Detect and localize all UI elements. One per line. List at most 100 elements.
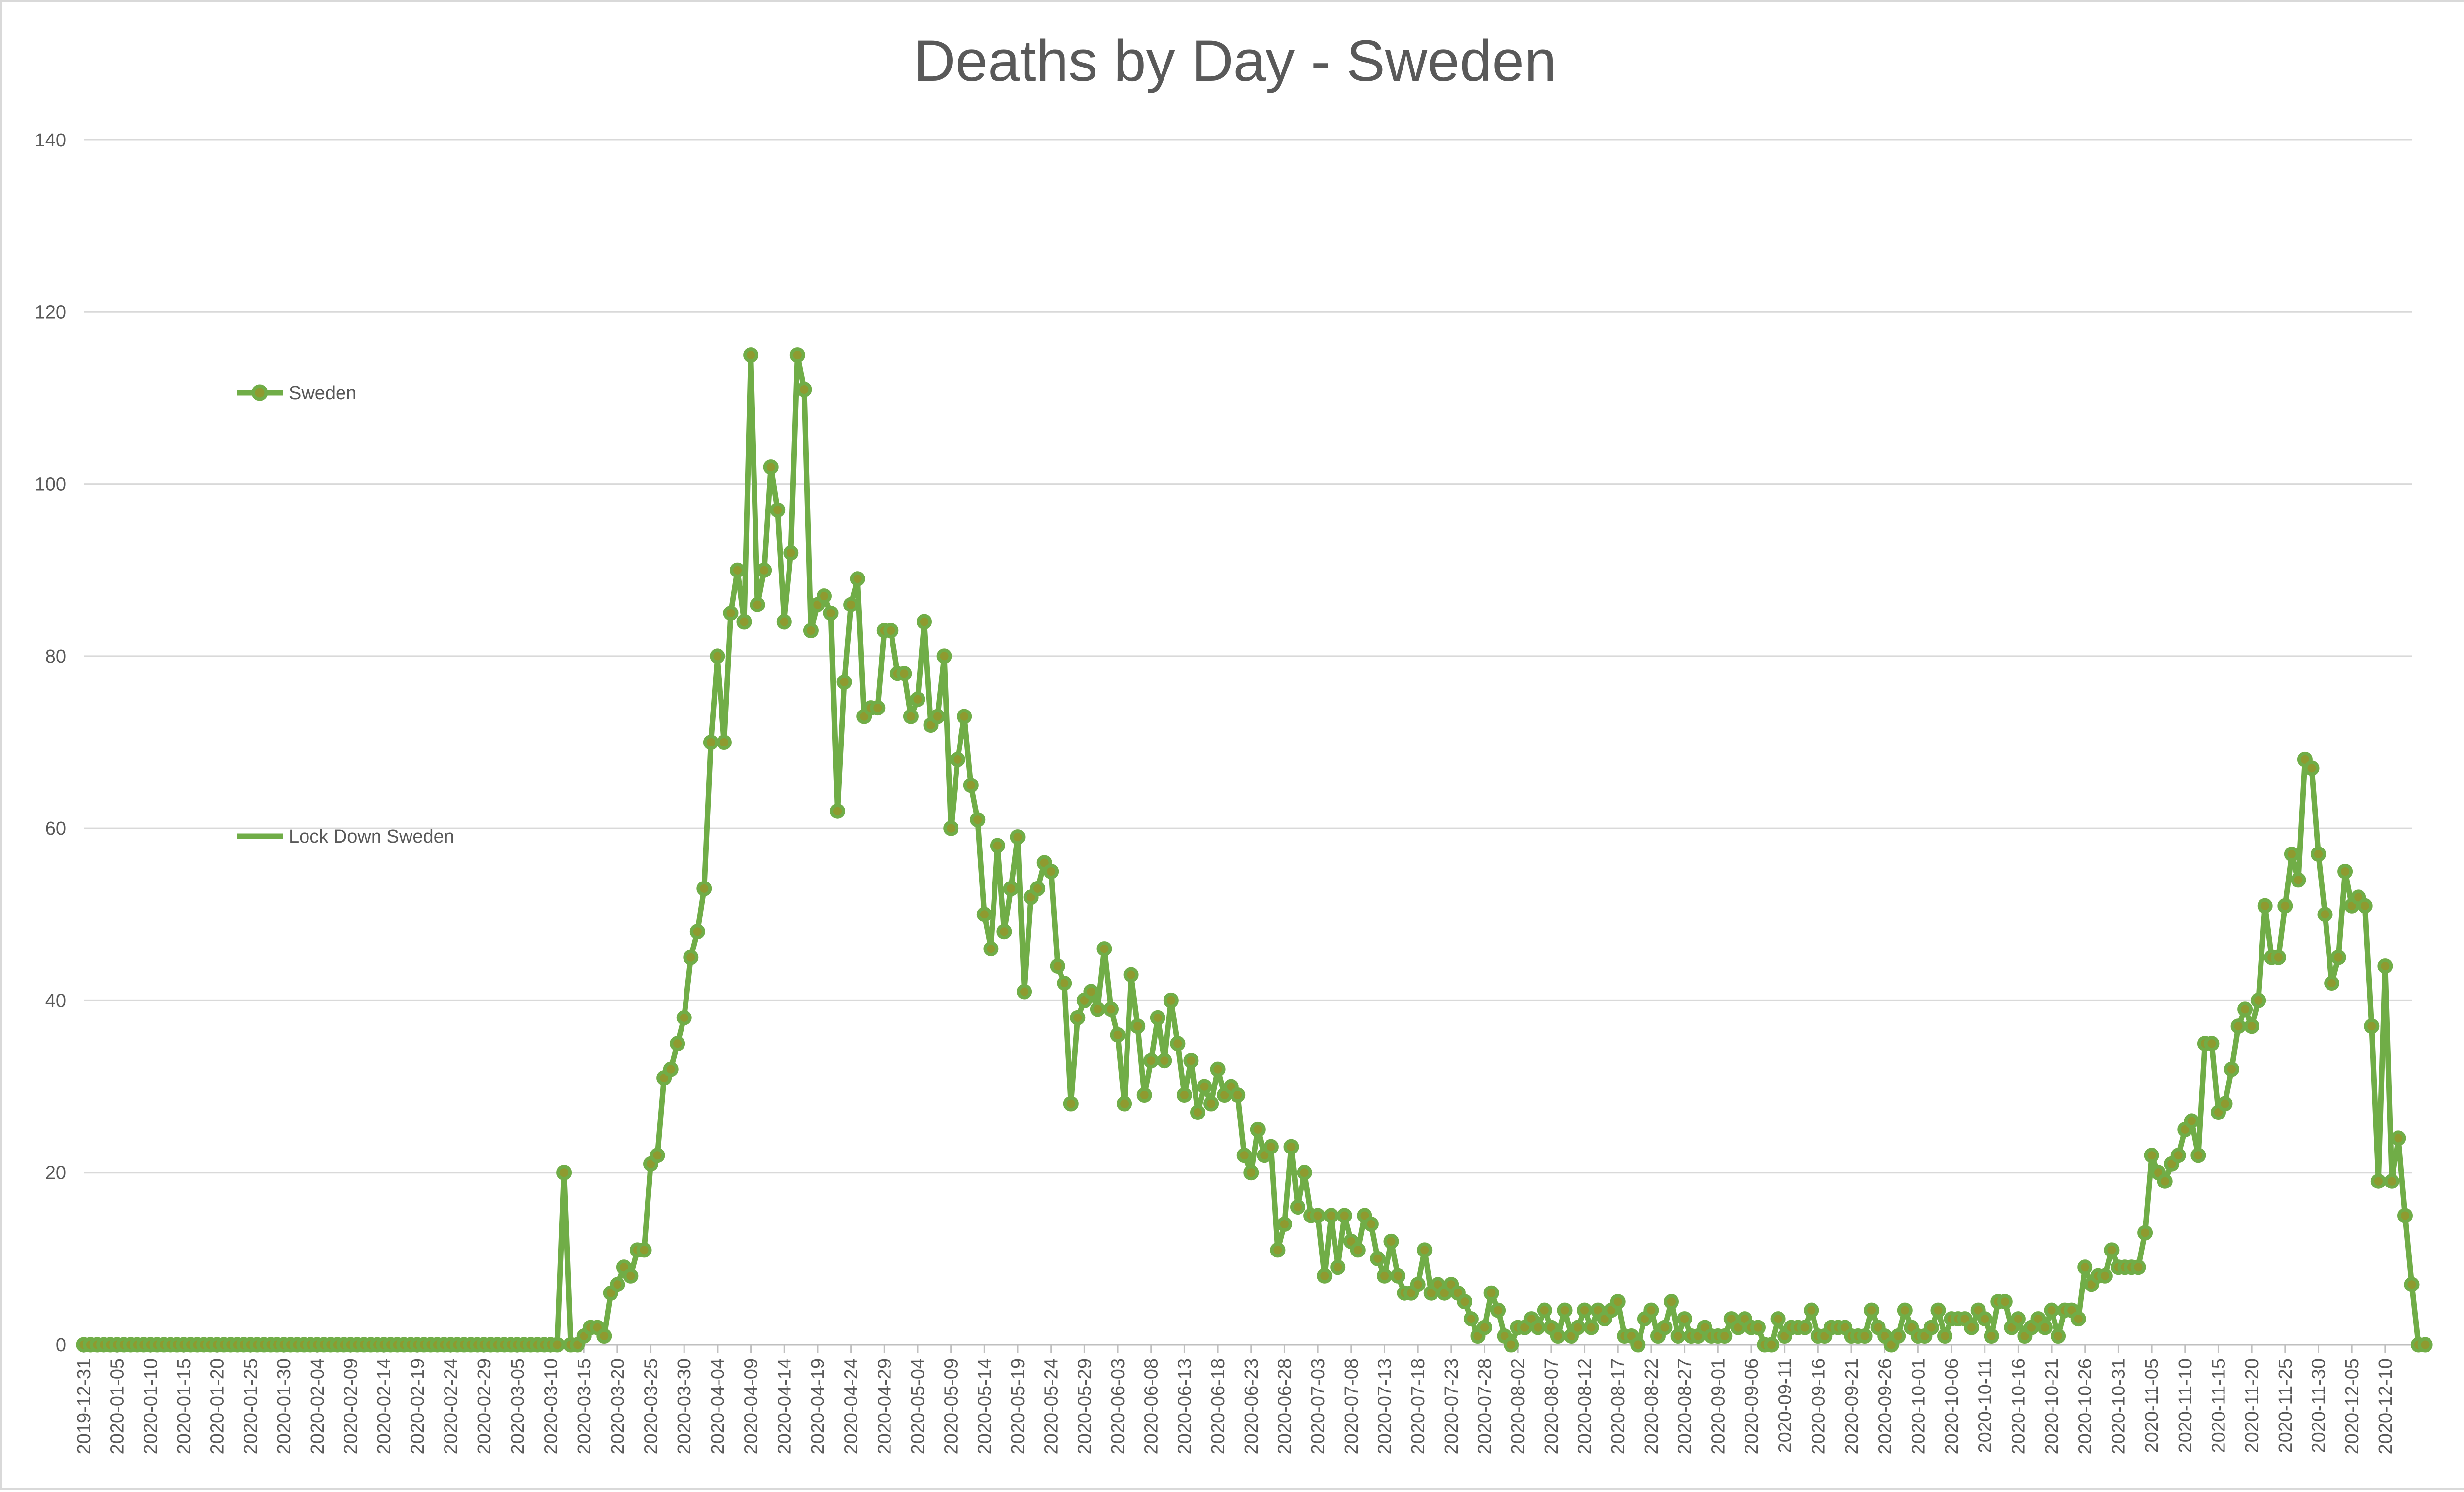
data-point (1610, 1294, 1626, 1310)
x-tick-label: 2020-06-18 (1208, 1358, 1229, 1454)
data-point (2077, 1259, 2093, 1275)
data-point (1550, 1328, 1566, 1344)
data-point (650, 1148, 665, 1163)
x-tick-label: 2020-10-31 (2108, 1358, 2129, 1454)
data-point (1210, 1061, 1226, 1077)
data-point (823, 606, 839, 621)
x-tick-label: 2020-07-03 (1308, 1358, 1329, 1454)
data-point (1130, 1018, 1146, 1034)
data-point (1170, 1036, 1186, 1051)
data-point (549, 1337, 565, 1353)
data-point (716, 735, 732, 750)
data-point (1017, 984, 1032, 1000)
data-point (736, 614, 752, 630)
data-point (2364, 1018, 2380, 1034)
data-point (1243, 1165, 1259, 1181)
x-tick-label: 2020-05-14 (974, 1358, 995, 1454)
data-point (1797, 1320, 1813, 1335)
x-tick-label: 2020-05-29 (1074, 1358, 1095, 1454)
data-point (783, 545, 799, 561)
data-point (1570, 1320, 1586, 1335)
data-point (1283, 1139, 1299, 1154)
data-point (1050, 958, 1065, 974)
data-point (2291, 872, 2306, 888)
data-point (1096, 941, 1112, 957)
x-tick-label: 2020-08-17 (1608, 1358, 1629, 1454)
data-point (2137, 1225, 2153, 1241)
data-point (996, 924, 1012, 940)
data-point (2184, 1113, 2199, 1129)
data-point (843, 597, 859, 612)
y-axis-ticks: 0 20 40 60 80 100 120 140 (35, 130, 66, 1356)
data-point (1070, 1010, 1086, 1025)
data-point (1176, 1087, 1192, 1103)
data-point (803, 623, 819, 638)
x-tick-label: 2020-08-12 (1575, 1358, 1596, 1454)
data-point (957, 709, 972, 724)
data-point (770, 502, 786, 518)
y-tick-label: 40 (45, 990, 66, 1011)
data-point (1717, 1328, 1733, 1344)
data-point (1270, 1242, 1286, 1258)
data-point (1997, 1294, 2013, 1310)
legend-label-lockdown: Lock Down Sweden (289, 826, 454, 847)
x-tick-label: 2020-05-19 (1008, 1358, 1028, 1454)
data-point (1057, 976, 1072, 991)
x-tick-label: 2020-01-15 (174, 1358, 195, 1454)
data-point (1477, 1320, 1492, 1335)
data-point (950, 751, 965, 767)
data-point (1030, 881, 1046, 896)
x-tick-label: 2020-10-26 (2075, 1358, 2096, 1454)
data-point (930, 709, 946, 724)
data-point (1250, 1121, 1266, 1137)
data-point (1490, 1302, 1506, 1318)
data-point (2157, 1173, 2173, 1189)
x-tick-label: 2020-01-20 (207, 1358, 228, 1454)
data-point (910, 691, 925, 707)
y-tick-label: 120 (35, 302, 66, 323)
data-point (723, 606, 739, 621)
data-point (1183, 1053, 1199, 1069)
data-point (2230, 1018, 2246, 1034)
data-point (983, 941, 999, 957)
data-point (1583, 1320, 1599, 1335)
data-point (1457, 1294, 1472, 1310)
data-point (796, 382, 812, 397)
x-tick-label: 2020-03-15 (574, 1358, 595, 1454)
data-point (1063, 1096, 1079, 1112)
y-tick-label: 80 (45, 646, 66, 667)
data-point (1630, 1337, 1646, 1353)
x-tick-label: 2020-08-07 (1541, 1358, 1562, 1454)
data-point (1657, 1320, 1673, 1335)
y-tick-label: 0 (56, 1335, 66, 1356)
x-tick-label: 2020-04-14 (774, 1358, 795, 1454)
data-point (689, 924, 705, 940)
data-point (1670, 1328, 1686, 1344)
x-tick-label: 2020-06-28 (1274, 1358, 1295, 1454)
data-point (1363, 1217, 1379, 1232)
data-point (1290, 1199, 1305, 1215)
chart-title: Deaths by Day - Sweden (913, 29, 1556, 94)
data-point (2204, 1036, 2220, 1051)
data-point (1157, 1053, 1172, 1069)
data-point (2190, 1148, 2206, 1163)
data-point (1143, 1053, 1159, 1069)
data-point (636, 1242, 652, 1258)
data-point (1197, 1079, 1212, 1094)
data-point (683, 949, 699, 965)
data-point (2170, 1148, 2186, 1163)
data-point (1203, 1096, 1219, 1112)
data-point (1090, 1001, 1105, 1017)
x-tick-label: 2020-03-10 (541, 1358, 562, 1454)
data-point (2311, 847, 2326, 862)
data-point (1236, 1148, 1252, 1163)
data-point (1390, 1268, 1406, 1284)
data-point (883, 623, 899, 638)
data-point (903, 709, 919, 724)
data-point (2257, 898, 2273, 914)
data-point (943, 820, 959, 836)
data-point (2391, 1130, 2406, 1146)
data-point (2070, 1311, 2086, 1327)
data-point (870, 700, 886, 716)
